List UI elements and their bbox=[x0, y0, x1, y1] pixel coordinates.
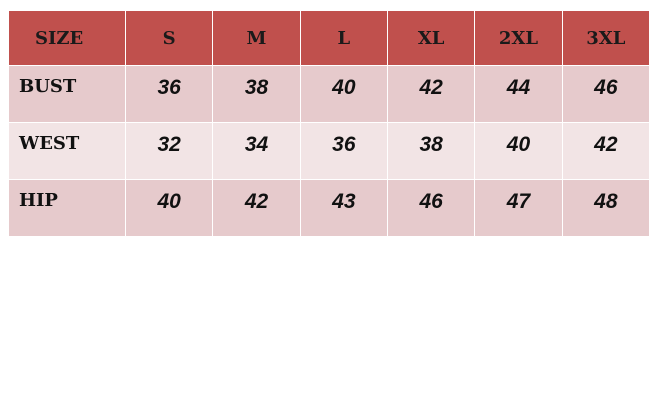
size-value: 42 bbox=[212, 179, 301, 237]
table-row: BUST 36 38 40 42 44 46 bbox=[8, 65, 651, 123]
size-value: 42 bbox=[386, 65, 476, 123]
row-label: BUST bbox=[8, 65, 126, 123]
header-cell: L bbox=[299, 10, 388, 66]
size-value: 46 bbox=[386, 179, 476, 237]
size-value: 46 bbox=[561, 65, 651, 123]
table-row: HIP 40 42 43 46 47 48 bbox=[8, 179, 651, 237]
size-value: 40 bbox=[474, 122, 563, 180]
size-value: 38 bbox=[212, 65, 301, 123]
size-value: 42 bbox=[561, 122, 651, 180]
size-value: 36 bbox=[299, 122, 388, 180]
header-cell: SIZE bbox=[8, 10, 126, 66]
header-cell: 2XL bbox=[474, 10, 563, 66]
size-value: 48 bbox=[561, 179, 651, 237]
size-value: 40 bbox=[124, 179, 214, 237]
header-cell: M bbox=[212, 10, 301, 66]
header-cell: S bbox=[124, 10, 214, 66]
size-value: 44 bbox=[474, 65, 563, 123]
table-row: WEST 32 34 36 38 40 42 bbox=[8, 122, 651, 180]
size-table: SIZE S M L XL 2XL 3XL BUST 36 38 40 42 44 46 WEST 32 34 3… bbox=[8, 10, 651, 237]
header-cell: XL bbox=[386, 10, 476, 66]
row-label: WEST bbox=[8, 122, 126, 180]
size-value: 43 bbox=[299, 179, 388, 237]
row-label: HIP bbox=[8, 179, 126, 237]
size-value: 34 bbox=[212, 122, 301, 180]
size-value: 47 bbox=[474, 179, 563, 237]
size-value: 40 bbox=[299, 65, 388, 123]
header-row: SIZE S M L XL 2XL 3XL bbox=[8, 10, 651, 66]
size-value: 32 bbox=[124, 122, 214, 180]
size-value: 36 bbox=[124, 65, 214, 123]
size-value: 38 bbox=[386, 122, 476, 180]
header-cell: 3XL bbox=[561, 10, 651, 66]
